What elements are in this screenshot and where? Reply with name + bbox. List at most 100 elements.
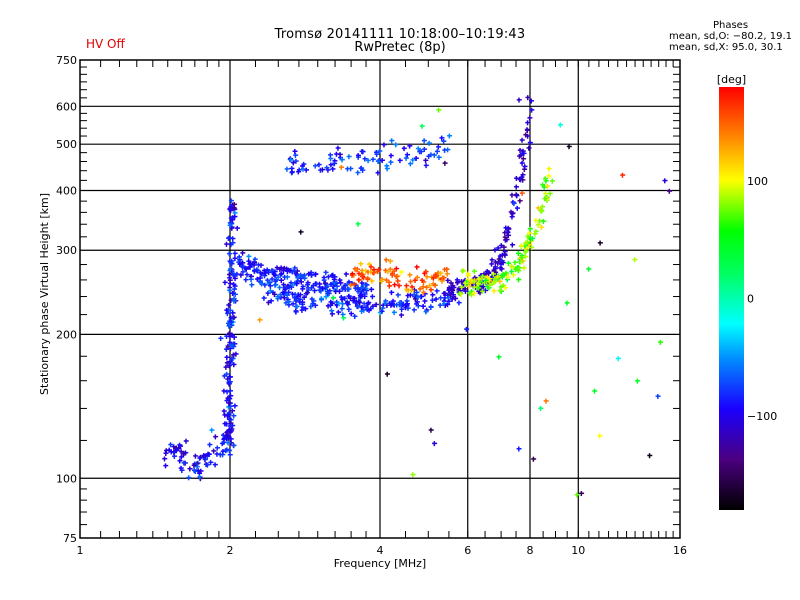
data-point xyxy=(442,291,448,297)
data-point xyxy=(295,278,301,284)
data-point xyxy=(384,166,390,172)
data-point xyxy=(518,259,524,265)
data-point xyxy=(339,297,345,303)
data-point xyxy=(527,230,533,236)
data-point xyxy=(470,283,476,289)
data-point xyxy=(349,281,355,287)
data-point xyxy=(529,245,535,251)
data-point xyxy=(230,271,236,277)
data-point xyxy=(424,274,430,280)
data-point xyxy=(300,166,306,172)
data-point xyxy=(339,306,345,312)
data-point xyxy=(277,266,283,272)
data-point xyxy=(256,262,262,268)
data-point xyxy=(228,266,234,272)
data-point xyxy=(543,398,549,404)
data-point xyxy=(180,451,186,457)
data-point xyxy=(265,290,271,296)
data-point xyxy=(334,283,340,289)
data-point xyxy=(246,254,252,260)
data-point xyxy=(525,239,531,245)
data-point xyxy=(218,336,224,342)
data-point xyxy=(419,123,425,129)
data-point xyxy=(495,274,501,280)
data-point xyxy=(326,274,332,280)
data-point xyxy=(532,231,538,237)
data-point xyxy=(414,301,420,307)
phase-stats-o-mode: mean, sd,O: −80.2, 19.1 xyxy=(669,31,792,42)
data-point xyxy=(230,356,236,362)
data-point xyxy=(249,262,255,268)
data-point xyxy=(221,388,227,394)
data-point xyxy=(529,98,535,104)
data-point xyxy=(226,302,232,308)
data-point xyxy=(266,270,272,276)
data-point xyxy=(428,305,434,311)
data-point xyxy=(404,301,410,307)
data-point xyxy=(500,271,506,277)
data-point xyxy=(616,356,622,362)
data-point xyxy=(399,269,405,275)
y-axis-title: Stationary phase Virtual Height [km] xyxy=(38,193,51,395)
data-point xyxy=(328,162,334,168)
data-point xyxy=(303,167,309,173)
data-point xyxy=(302,275,308,281)
data-point xyxy=(295,268,301,274)
data-point xyxy=(306,271,312,277)
data-point xyxy=(227,374,233,380)
data-point xyxy=(421,138,427,144)
data-point xyxy=(359,280,365,286)
data-point xyxy=(467,290,473,296)
data-point xyxy=(448,292,454,298)
data-point xyxy=(223,364,229,370)
data-point xyxy=(445,302,451,308)
data-point xyxy=(329,308,335,314)
data-point xyxy=(330,273,336,279)
data-point xyxy=(333,289,339,295)
data-point xyxy=(547,191,553,197)
data-point xyxy=(397,158,403,164)
data-point xyxy=(309,296,315,302)
data-point xyxy=(220,448,226,454)
data-point xyxy=(240,250,246,256)
data-point xyxy=(231,352,237,358)
data-point xyxy=(227,430,233,436)
data-point xyxy=(420,303,426,309)
data-point xyxy=(432,441,438,447)
data-point xyxy=(316,162,322,168)
data-point xyxy=(286,299,292,305)
data-point xyxy=(304,290,310,296)
data-point xyxy=(520,148,526,154)
data-point xyxy=(531,456,537,462)
data-point xyxy=(228,343,234,349)
data-point xyxy=(499,258,505,264)
data-point xyxy=(417,149,423,155)
data-point xyxy=(393,142,399,148)
data-point xyxy=(499,252,505,258)
data-point xyxy=(227,379,233,385)
data-point xyxy=(357,300,363,306)
data-point xyxy=(459,284,465,290)
data-point xyxy=(412,287,418,293)
data-point xyxy=(471,279,477,285)
data-point xyxy=(232,276,238,282)
data-point xyxy=(376,267,382,273)
data-point xyxy=(436,275,442,281)
data-point xyxy=(503,270,509,276)
data-point xyxy=(407,143,413,149)
data-point xyxy=(411,292,417,298)
data-point xyxy=(207,442,213,448)
data-point xyxy=(329,301,335,307)
data-point xyxy=(243,277,249,283)
data-point xyxy=(279,278,285,284)
data-point xyxy=(232,256,238,262)
data-point xyxy=(374,151,380,157)
data-point xyxy=(359,272,365,278)
data-point xyxy=(435,270,441,276)
data-point xyxy=(391,310,397,316)
data-point xyxy=(179,467,185,473)
data-point xyxy=(394,302,400,308)
data-point xyxy=(401,146,407,152)
data-point xyxy=(228,319,234,325)
data-point xyxy=(227,330,233,336)
